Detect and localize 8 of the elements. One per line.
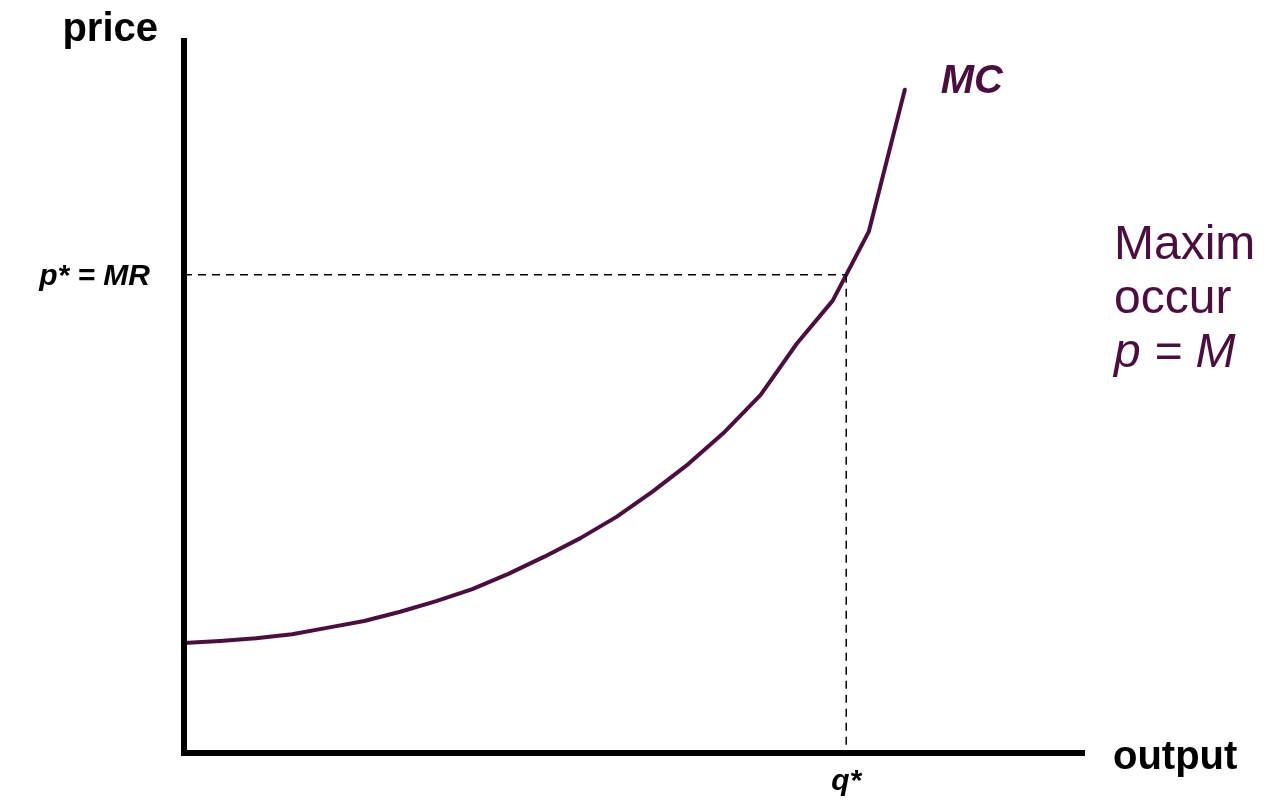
ref-line-label: p* = MR <box>38 258 151 292</box>
x-axis-title: output <box>1113 733 1238 778</box>
text: p = M <box>1112 324 1236 378</box>
series-label: MC <box>940 56 1005 101</box>
text: q* <box>831 763 863 797</box>
y-axis-title: price <box>62 5 158 50</box>
text: occur <box>1114 270 1232 324</box>
text: Maxim <box>1114 216 1256 270</box>
